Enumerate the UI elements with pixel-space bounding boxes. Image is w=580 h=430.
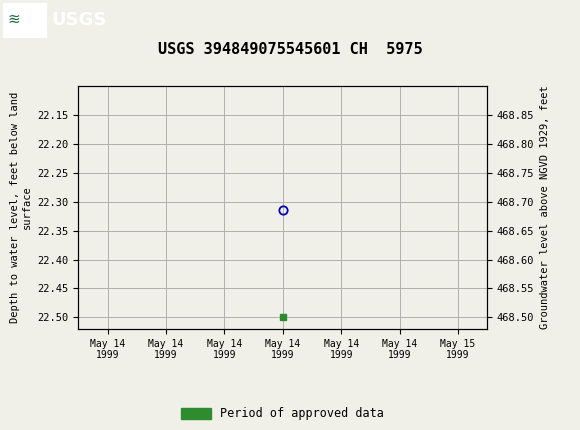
Y-axis label: Groundwater level above NGVD 1929, feet: Groundwater level above NGVD 1929, feet <box>540 86 550 329</box>
Y-axis label: Depth to water level, feet below land
surface: Depth to water level, feet below land su… <box>10 92 32 323</box>
Text: USGS: USGS <box>51 11 106 29</box>
Text: ≋: ≋ <box>7 12 20 27</box>
Text: USGS 394849075545601 CH  5975: USGS 394849075545601 CH 5975 <box>158 42 422 57</box>
Legend: Period of approved data: Period of approved data <box>177 402 389 425</box>
FancyBboxPatch shape <box>3 3 46 37</box>
